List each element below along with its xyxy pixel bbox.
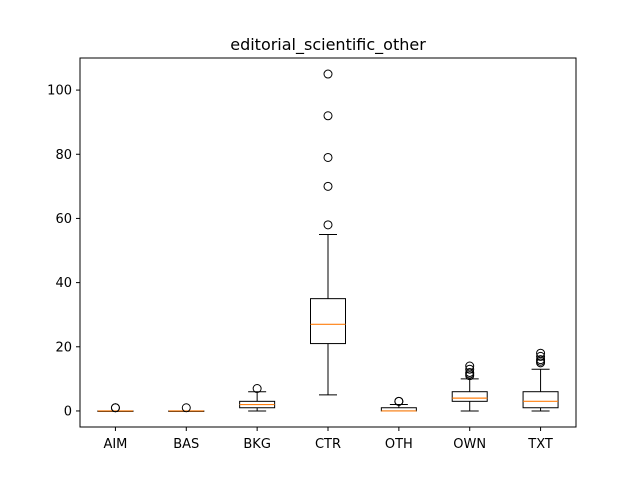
- outlier-point: [252, 383, 262, 393]
- x-tick-label-aim: AIM: [103, 437, 127, 452]
- box-iqr: [451, 391, 488, 402]
- x-tick-label-own: OWN: [453, 437, 486, 452]
- box-iqr: [310, 298, 346, 345]
- outlier-point: [323, 69, 333, 79]
- x-tick-label-bas: BAS: [173, 437, 199, 452]
- outlier-point: [465, 367, 475, 377]
- y-tick-label: 80: [55, 148, 72, 163]
- outlier-point: [110, 403, 120, 413]
- x-tick-label-bkg: BKG: [243, 437, 271, 452]
- outlier-point: [181, 403, 191, 413]
- x-tick-label-ctr: CTR: [315, 437, 341, 452]
- outlier-point: [536, 348, 546, 358]
- y-tick-label: 0: [64, 404, 72, 419]
- outlier-point: [394, 396, 404, 406]
- axes-frame: [79, 57, 577, 428]
- outlier-point: [323, 181, 333, 191]
- box-iqr: [522, 391, 559, 409]
- y-tick-label: 60: [55, 212, 72, 227]
- y-tick-label: 100: [47, 84, 72, 99]
- outlier-point: [536, 355, 546, 365]
- x-tick-label-txt: TXT: [527, 437, 553, 452]
- outlier-point: [323, 111, 333, 121]
- outlier-point: [323, 152, 333, 162]
- y-tick-label: 20: [55, 340, 72, 355]
- plot-area: 0 20 40 60 80 100 AIM BAS BKG CTR OTH OWN TXT: [47, 69, 559, 452]
- outlier-point: [323, 220, 333, 230]
- outlier-point: [465, 364, 475, 374]
- chart-title: editorial_scientific_other: [230, 35, 426, 55]
- outlier-point: [536, 351, 546, 361]
- y-tick-label: 40: [55, 276, 72, 291]
- outlier-point: [465, 361, 475, 371]
- x-tick-label-oth: OTH: [385, 437, 413, 452]
